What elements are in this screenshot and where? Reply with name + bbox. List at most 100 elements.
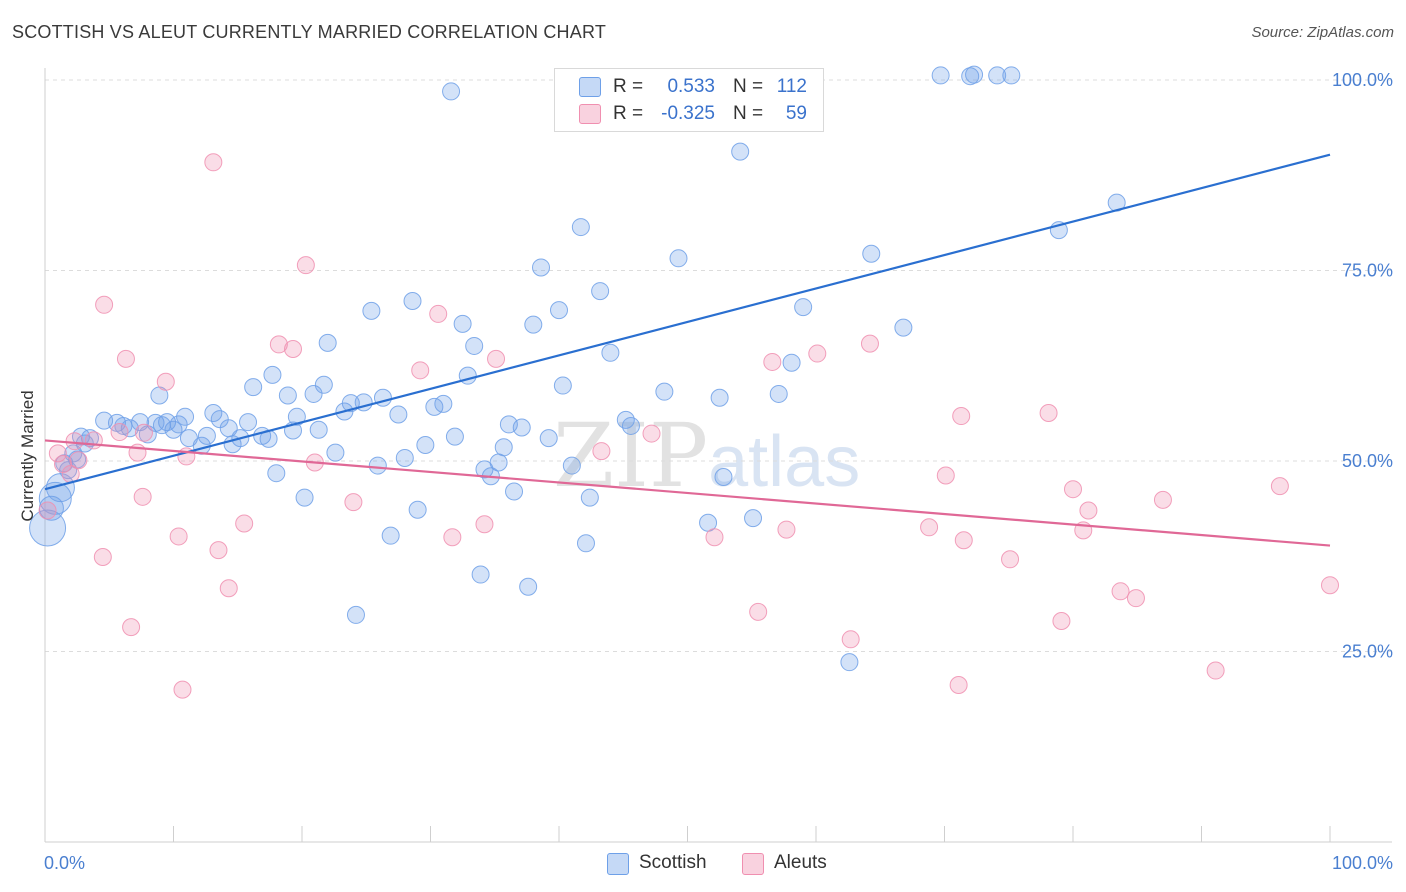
point-aleuts: [48, 444, 67, 463]
point-scottish: [416, 435, 435, 454]
legend-swatch-scottish: [579, 77, 601, 97]
point-scottish: [550, 301, 568, 320]
point-scottish: [445, 427, 464, 446]
point-aleuts: [110, 423, 129, 442]
point-aleuts: [642, 424, 661, 443]
legend-n-label: N =: [733, 103, 764, 124]
legend-n-value: 59: [785, 103, 807, 124]
point-scottish: [669, 249, 688, 268]
point-aleuts: [1111, 582, 1130, 601]
watermark-zip: ZIP: [553, 404, 709, 507]
point-scottish: [505, 482, 524, 501]
legend-row-aleuts: R = -0.325 N = 59: [555, 101, 823, 127]
source-label: Source: ZipAtlas.com: [1251, 24, 1394, 41]
point-aleuts: [269, 335, 288, 354]
point-scottish: [571, 218, 590, 237]
point-aleuts: [443, 528, 462, 547]
y-tick-label: 100.0%: [1332, 70, 1393, 90]
point-scottish: [512, 418, 531, 437]
point-aleuts: [705, 528, 724, 547]
point-scottish: [710, 388, 729, 407]
point-aleuts: [95, 295, 114, 314]
point-aleuts: [219, 579, 238, 598]
point-aleuts: [949, 676, 968, 695]
point-scottish: [714, 468, 733, 487]
point-aleuts: [1064, 480, 1082, 499]
point-scottish: [782, 353, 801, 372]
point-scottish: [471, 565, 490, 584]
point-aleuts: [920, 518, 939, 537]
point-aleuts: [116, 349, 135, 368]
point-scottish: [532, 258, 551, 277]
point-aleuts: [429, 304, 448, 323]
legend-swatch-aleuts: [742, 853, 764, 875]
y-axis-label: Currently Married: [18, 390, 37, 522]
point-aleuts: [133, 487, 152, 506]
point-scottish: [519, 577, 538, 596]
point-scottish: [489, 453, 508, 472]
point-scottish: [152, 416, 171, 435]
point-scottish: [576, 534, 595, 553]
point-aleuts: [808, 344, 827, 363]
x-tick-label: 0.0%: [44, 853, 85, 873]
point-aleuts: [1001, 550, 1020, 569]
y-tick-label: 50.0%: [1342, 451, 1393, 471]
legend-n-value: 112: [776, 76, 807, 97]
point-aleuts: [84, 431, 103, 450]
point-aleuts: [487, 349, 506, 368]
point-aleuts: [284, 339, 303, 358]
point-aleuts: [296, 256, 315, 275]
trend-line-scottish: [44, 153, 1331, 491]
point-scottish: [794, 298, 813, 317]
point-scottish: [309, 420, 328, 439]
point-aleuts: [1126, 589, 1145, 608]
point-scottish: [616, 410, 635, 429]
legend-n-label: N =: [733, 76, 764, 97]
legend-label-scottish: Scottish: [639, 852, 707, 873]
chart-title: SCOTTISH VS ALEUT CURRENTLY MARRIED CORR…: [12, 22, 607, 42]
point-scottish: [731, 142, 750, 161]
point-aleuts: [1039, 403, 1058, 422]
point-aleuts: [954, 531, 973, 550]
point-aleuts: [749, 602, 768, 621]
y-tick-label: 75.0%: [1342, 261, 1393, 281]
point-scottish: [434, 394, 453, 413]
point-scottish: [840, 653, 859, 672]
point-aleuts: [1270, 477, 1289, 496]
point-scottish: [744, 509, 763, 528]
point-aleuts: [156, 372, 175, 391]
point-aleuts: [204, 153, 223, 172]
legend-row-scottish: R = 0.533 N = 112: [555, 74, 823, 100]
point-scottish: [621, 416, 640, 435]
watermark: ZIPatlas: [553, 404, 860, 507]
point-aleuts: [53, 455, 72, 474]
point-scottish: [965, 65, 984, 84]
y-tick-label: 25.0%: [1342, 642, 1393, 662]
point-scottish: [381, 526, 400, 545]
point-aleuts: [592, 442, 611, 461]
point-scottish: [931, 66, 950, 85]
point-scottish: [408, 500, 427, 519]
point-scottish: [862, 244, 881, 263]
point-scottish: [655, 382, 674, 401]
legend-r-label: R =: [613, 76, 644, 97]
point-scottish: [465, 336, 484, 355]
point-scottish: [346, 605, 365, 624]
point-scottish: [362, 301, 381, 320]
point-scottish: [988, 66, 1007, 85]
point-scottish: [287, 407, 306, 426]
legend-label-aleuts: Aleuts: [774, 852, 827, 873]
point-scottish: [524, 315, 543, 334]
point-aleuts: [936, 466, 955, 485]
point-aleuts: [173, 680, 192, 699]
point-scottish: [769, 384, 788, 403]
point-aleuts: [860, 334, 879, 353]
point-aleuts: [344, 493, 363, 512]
point-aleuts: [93, 548, 112, 567]
watermark-atlas: atlas: [708, 422, 861, 502]
point-scottish: [494, 438, 513, 457]
point-scottish: [389, 405, 408, 424]
point-aleuts: [777, 520, 796, 539]
point-aleuts: [763, 352, 782, 371]
point-scottish: [278, 386, 297, 405]
